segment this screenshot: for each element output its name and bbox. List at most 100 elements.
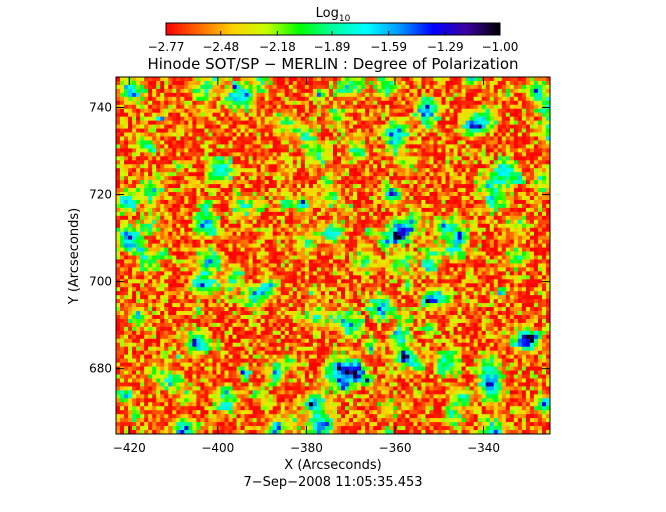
heatmap-cell: [136, 148, 141, 153]
heatmap-cell: [461, 235, 466, 240]
heatmap-cell: [128, 160, 133, 165]
heatmap-cell: [156, 164, 161, 169]
heatmap-cell: [160, 140, 165, 145]
heatmap-cell: [509, 207, 515, 213]
heatmap-cell: [353, 192, 358, 197]
heatmap-cell: [405, 108, 410, 114]
heatmap-cell: [413, 144, 418, 149]
heatmap-cell: [337, 136, 342, 141]
heatmap-cell: [132, 176, 137, 181]
heatmap-cell: [228, 180, 233, 185]
heatmap-cell: [361, 235, 366, 240]
heatmap-cell: [385, 116, 390, 121]
heatmap-cell: [240, 192, 245, 197]
heatmap-cell: [264, 239, 270, 244]
heatmap-cell: [433, 96, 438, 102]
heatmap-cell: [132, 77, 137, 82]
heatmap-cell: [244, 239, 249, 244]
heatmap-cell: [188, 160, 193, 165]
heatmap-cell: [457, 77, 462, 82]
heatmap-cell: [401, 160, 406, 165]
heatmap-cell: [152, 168, 157, 173]
heatmap-cell: [304, 144, 310, 149]
heatmap-cell: [232, 148, 237, 153]
heatmap-cell: [377, 188, 382, 193]
heatmap-cell: [228, 251, 233, 256]
heatmap-cell: [505, 80, 511, 86]
heatmap-cell: [469, 255, 474, 260]
heatmap-cell: [116, 136, 121, 141]
heatmap-cell: [140, 100, 145, 106]
heatmap-cell: [132, 172, 137, 177]
heatmap-cell: [381, 164, 386, 169]
heatmap-cell: [465, 88, 470, 94]
heatmap-cell: [284, 180, 290, 185]
heatmap-cell: [296, 140, 302, 145]
heatmap-cell: [457, 128, 462, 133]
heatmap-cell: [152, 172, 157, 177]
heatmap-cell: [457, 192, 462, 197]
heatmap-cell: [441, 96, 446, 102]
heatmap-cell: [497, 188, 503, 193]
heatmap-cell: [509, 92, 515, 98]
heatmap-cell: [529, 88, 535, 94]
heatmap-cell: [140, 77, 145, 82]
heatmap-cell: [489, 207, 495, 213]
heatmap-cell: [341, 124, 346, 129]
heatmap-cell: [385, 80, 390, 86]
heatmap-cell: [232, 199, 237, 205]
heatmap-cell: [353, 128, 358, 133]
heatmap-cell: [308, 227, 314, 233]
heatmap-cell: [401, 80, 406, 86]
heatmap-cell: [212, 140, 217, 145]
heatmap-cell: [529, 247, 535, 252]
heatmap-cell: [244, 132, 249, 137]
heatmap-cell: [216, 164, 221, 169]
heatmap-cell: [545, 96, 550, 102]
heatmap-cell: [541, 88, 547, 94]
heatmap-cell: [296, 156, 302, 161]
heatmap-cell: [509, 152, 515, 157]
heatmap-cell: [541, 168, 547, 173]
heatmap-cell: [505, 140, 511, 145]
heatmap-cell: [465, 184, 470, 189]
heatmap-cell: [328, 243, 334, 248]
heatmap-cell: [148, 96, 153, 102]
heatmap-cell: [328, 211, 334, 217]
heatmap-cell: [541, 219, 547, 225]
heatmap-cell: [533, 180, 539, 185]
heatmap-cell: [276, 124, 282, 129]
heatmap-cell: [156, 231, 161, 237]
heatmap-cell: [525, 219, 531, 225]
heatmap-cell: [116, 104, 121, 110]
heatmap-cell: [172, 136, 177, 141]
heatmap-cell: [184, 227, 189, 233]
heatmap-cell: [176, 231, 181, 237]
heatmap-cell: [397, 227, 402, 233]
heatmap-cell: [429, 180, 434, 185]
heatmap-cell: [268, 235, 274, 240]
heatmap-cell: [361, 188, 366, 193]
heatmap-cell: [244, 176, 249, 181]
heatmap-cell: [345, 136, 350, 141]
heatmap-cell: [292, 124, 298, 129]
heatmap-cell: [320, 88, 326, 94]
heatmap-cell: [505, 120, 511, 125]
heatmap-cell: [537, 100, 543, 106]
heatmap-cell: [429, 239, 434, 244]
heatmap-cell: [333, 235, 338, 240]
heatmap-cell: [280, 227, 286, 233]
heatmap-cell: [144, 192, 149, 197]
heatmap-cell: [292, 168, 298, 173]
heatmap-cell: [320, 77, 326, 82]
heatmap-cell: [192, 243, 197, 248]
heatmap-cell: [192, 160, 197, 165]
heatmap-cell: [264, 148, 270, 153]
heatmap-cell: [453, 172, 458, 177]
heatmap-cell: [172, 251, 177, 256]
heatmap-cell: [497, 203, 503, 209]
heatmap-cell: [252, 104, 257, 110]
heatmap-cell: [224, 164, 229, 169]
heatmap-cell: [312, 199, 318, 205]
heatmap-cell: [296, 80, 302, 86]
